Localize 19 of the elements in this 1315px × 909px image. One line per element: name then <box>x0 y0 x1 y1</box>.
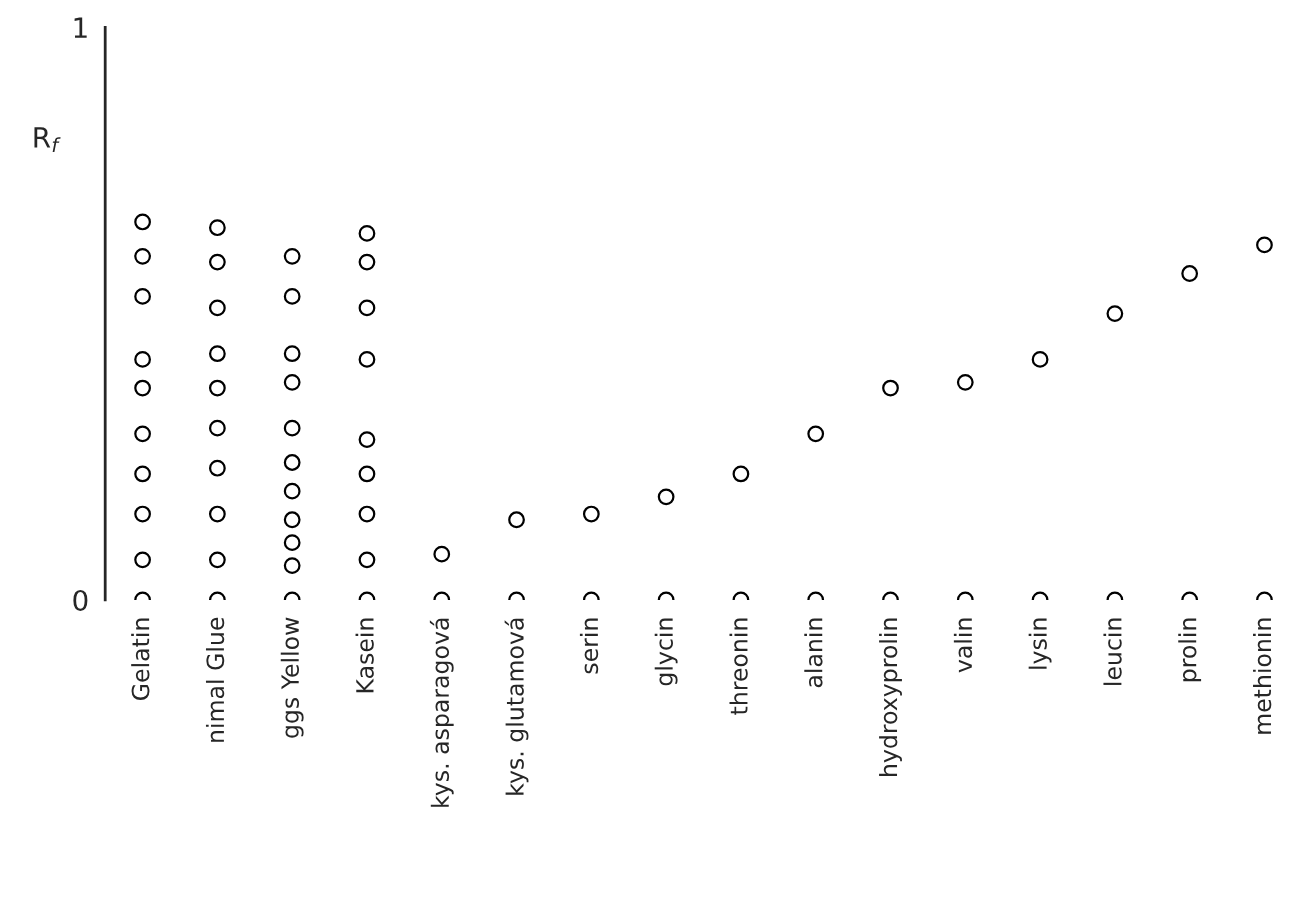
x-tick-label: alanin <box>804 618 823 688</box>
x-tick-label: leucin <box>1103 618 1122 685</box>
x-tick-label: Gelatin <box>131 618 150 700</box>
x-tick-label: prolin <box>1178 618 1202 682</box>
x-tick-label: glycin <box>654 618 678 686</box>
x-tick-label: nimal Glue <box>205 617 225 742</box>
x-tick-label: methionin <box>1253 618 1272 734</box>
x-tick-label: serin <box>579 618 599 674</box>
y-axis-title: R$_{f}$ <box>34 127 61 153</box>
x-tick-label: lysin <box>1028 618 1052 669</box>
y-tick-label: 0 <box>73 589 88 611</box>
x-tick-label: valin <box>953 618 973 673</box>
y-tick-label: 1 <box>74 17 87 38</box>
x-tick-label: kys. glutamová <box>504 618 529 795</box>
x-tick-label: threonin <box>729 618 748 715</box>
x-tick-label: kys. asparagová <box>429 618 454 807</box>
x-tick-label: Kasein <box>355 618 374 693</box>
x-tick-label: hydroxyprolin <box>879 618 902 776</box>
x-tick-label: ggs Yellow <box>280 617 304 738</box>
